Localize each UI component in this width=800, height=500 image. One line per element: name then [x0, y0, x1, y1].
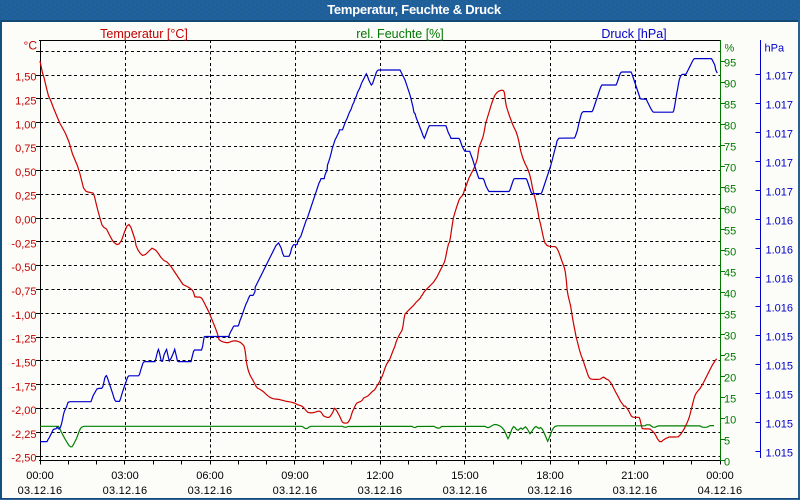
svg-text:1.015: 1.015 — [766, 390, 794, 402]
svg-text:21:00: 21:00 — [621, 470, 649, 482]
svg-text:03.12.16: 03.12.16 — [273, 485, 318, 497]
svg-text:1.017: 1.017 — [766, 187, 794, 199]
svg-text:90: 90 — [724, 79, 736, 91]
svg-text:1,50: 1,50 — [15, 72, 36, 84]
svg-text:55: 55 — [724, 226, 736, 238]
svg-text:03.12.16: 03.12.16 — [188, 485, 233, 497]
svg-text:03.12.16: 03.12.16 — [103, 485, 148, 497]
svg-text:%: % — [725, 43, 735, 55]
svg-text:18:00: 18:00 — [536, 470, 564, 482]
svg-text:03.12.16: 03.12.16 — [358, 485, 403, 497]
svg-text:-0,25: -0,25 — [11, 238, 36, 250]
svg-text:1.016: 1.016 — [766, 245, 794, 257]
svg-text:04.12.16: 04.12.16 — [698, 485, 743, 497]
svg-text:1,00: 1,00 — [15, 119, 36, 131]
svg-text:0,25: 0,25 — [15, 191, 36, 203]
svg-text:-0,75: -0,75 — [11, 286, 36, 298]
svg-text:35: 35 — [724, 310, 736, 322]
svg-text:03.12.16: 03.12.16 — [613, 485, 658, 497]
svg-text:95: 95 — [724, 58, 736, 70]
svg-text:-0,50: -0,50 — [11, 262, 36, 274]
svg-text:15:00: 15:00 — [451, 470, 479, 482]
svg-text:1.016: 1.016 — [766, 274, 794, 286]
svg-text:00:00: 00:00 — [26, 470, 54, 482]
svg-text:Druck [hPa]: Druck [hPa] — [601, 27, 666, 41]
svg-text:75: 75 — [724, 142, 736, 154]
svg-text:1.017: 1.017 — [766, 129, 794, 141]
svg-text:0,75: 0,75 — [15, 143, 36, 155]
svg-text:50: 50 — [724, 247, 736, 259]
svg-text:30: 30 — [724, 331, 736, 343]
svg-text:1.017: 1.017 — [766, 71, 794, 83]
svg-text:1.015: 1.015 — [766, 361, 794, 373]
svg-text:06:00: 06:00 — [196, 470, 224, 482]
svg-text:1.015: 1.015 — [766, 448, 794, 460]
svg-text:25: 25 — [724, 352, 736, 364]
svg-text:10: 10 — [724, 415, 736, 427]
svg-text:-2,00: -2,00 — [11, 405, 36, 417]
svg-text:80: 80 — [724, 121, 736, 133]
svg-text:-2,25: -2,25 — [11, 429, 36, 441]
svg-text:15: 15 — [724, 394, 736, 406]
svg-text:03:00: 03:00 — [111, 470, 139, 482]
svg-text:1.015: 1.015 — [766, 332, 794, 344]
svg-text:85: 85 — [724, 100, 736, 112]
svg-text:0,50: 0,50 — [15, 167, 36, 179]
svg-text:0,00: 0,00 — [15, 215, 36, 227]
svg-text:12:00: 12:00 — [366, 470, 394, 482]
svg-text:Temperatur [°C]: Temperatur [°C] — [100, 27, 188, 41]
svg-text:hPa: hPa — [765, 43, 785, 55]
svg-text:-1,50: -1,50 — [11, 358, 36, 370]
svg-text:1,25: 1,25 — [15, 95, 36, 107]
svg-text:60: 60 — [724, 205, 736, 217]
svg-text:40: 40 — [724, 289, 736, 301]
svg-text:1.017: 1.017 — [766, 158, 794, 170]
svg-text:09:00: 09:00 — [281, 470, 309, 482]
svg-text:-2,50: -2,50 — [11, 453, 36, 465]
svg-text:03.12.16: 03.12.16 — [528, 485, 573, 497]
svg-text:-1,00: -1,00 — [11, 310, 36, 322]
svg-text:-1,25: -1,25 — [11, 334, 36, 346]
svg-text:45: 45 — [724, 268, 736, 280]
svg-text:0: 0 — [724, 457, 730, 469]
svg-text:65: 65 — [724, 184, 736, 196]
svg-text:-1,75: -1,75 — [11, 381, 36, 393]
svg-text:70: 70 — [724, 163, 736, 175]
svg-text:5: 5 — [724, 436, 730, 448]
svg-text:03.12.16: 03.12.16 — [18, 485, 63, 497]
svg-text:rel. Feuchte [%]: rel. Feuchte [%] — [356, 27, 444, 41]
svg-text:1.017: 1.017 — [766, 100, 794, 112]
svg-text:1.015: 1.015 — [766, 419, 794, 431]
svg-text:°C: °C — [24, 39, 38, 53]
svg-text:1.016: 1.016 — [766, 303, 794, 315]
svg-text:03.12.16: 03.12.16 — [443, 485, 488, 497]
svg-text:20: 20 — [724, 373, 736, 385]
svg-text:00:00: 00:00 — [706, 470, 734, 482]
svg-text:1.016: 1.016 — [766, 216, 794, 228]
